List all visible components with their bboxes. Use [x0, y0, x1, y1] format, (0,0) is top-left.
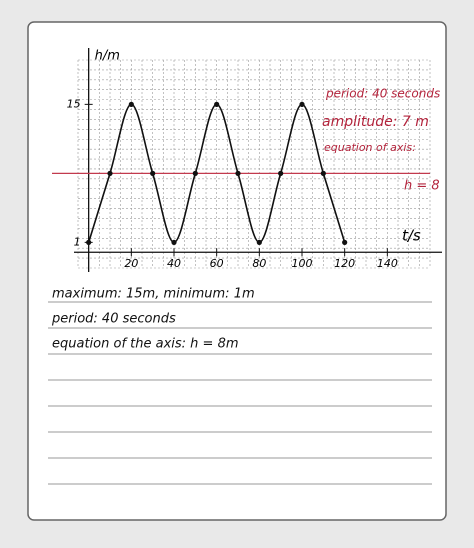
point	[171, 239, 177, 245]
point	[278, 170, 284, 176]
point	[214, 101, 220, 107]
ruled-lines	[48, 301, 432, 485]
point	[299, 101, 305, 107]
point	[150, 170, 156, 176]
x-tick-label: 100	[292, 257, 313, 270]
y-tick-label: 15	[67, 97, 81, 110]
annotation: h = 8	[404, 179, 440, 194]
point	[235, 170, 241, 176]
y-tick-label: 1	[74, 235, 81, 248]
x-tick-label: 40	[167, 257, 181, 270]
point	[320, 170, 326, 176]
paper	[27, 21, 447, 521]
point	[128, 101, 134, 107]
x-tick-label: 80	[252, 257, 266, 270]
x-axis-label: t/s	[402, 227, 421, 245]
point	[256, 239, 262, 245]
point	[342, 239, 348, 245]
y-axis-label: h/m	[95, 49, 120, 64]
plot: h/m t/s 20 40 60 80 100 120 140 1 15 period: 40 sec…	[52, 48, 442, 272]
note: equation of the axis: h = 8m	[52, 337, 239, 352]
x-tick-label: 20	[124, 257, 138, 270]
point	[192, 170, 198, 176]
note: maximum: 15m, minimum: 1m	[52, 287, 255, 302]
annotation: equation of axis:	[324, 141, 416, 154]
point	[107, 170, 113, 176]
annotation: amplitude: 7 m	[322, 114, 429, 130]
x-tick-label: 120	[334, 257, 355, 270]
annotation: period: 40 seconds	[325, 87, 440, 101]
point	[86, 239, 92, 245]
x-tick-label: 60	[210, 257, 224, 270]
note: period: 40 seconds	[51, 312, 176, 327]
x-tick-label: 140	[377, 257, 398, 270]
